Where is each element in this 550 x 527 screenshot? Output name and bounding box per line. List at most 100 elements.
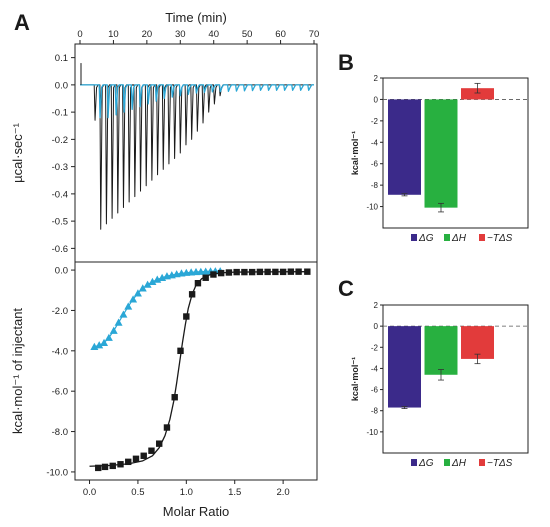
isotherm-x-tick-label: 2.0 — [277, 487, 290, 498]
isotherm-black-point — [183, 313, 190, 320]
legend-swatch-dG — [411, 459, 417, 466]
bar-y-tick-label: -2 — [371, 117, 379, 126]
bar-y-tick-label: -10 — [366, 428, 378, 437]
legend-label-TdS: −TΔS — [487, 458, 513, 469]
isotherm-black-point — [272, 268, 279, 276]
isotherm-black-fit-line — [89, 271, 308, 467]
legend-label-dH: ΔH — [451, 233, 467, 244]
isotherm-blue-point — [133, 289, 142, 297]
isotherm-black-point — [287, 268, 295, 275]
thermogram-x-tick-label: 60 — [275, 29, 286, 40]
isotherm-y-tick-label: -8.0 — [52, 427, 68, 438]
isotherm-frame — [74, 261, 318, 481]
bar-TdS — [461, 326, 494, 359]
bar-y-tick-label: -10 — [366, 203, 378, 212]
isotherm-black-point — [217, 269, 225, 277]
thermogram-y-tick-label: -0.1 — [52, 108, 68, 119]
bar-TdS — [461, 88, 494, 100]
isotherm-black-point — [156, 440, 163, 447]
legend-label-dG: ΔG — [418, 458, 434, 469]
legend-swatch-TdS — [479, 459, 485, 466]
bar-y-tick-label: -4 — [371, 364, 379, 373]
isotherm-y-tick-label: 0.0 — [55, 266, 68, 277]
thermogram-ticks: 0 10 20 30 40 50 60 70 0.1 0.0 -0.1 -0.2 -0.3 -0.4 -0.… — [52, 29, 320, 255]
isotherm-black-point — [177, 347, 184, 355]
isotherm-blue-point — [119, 310, 128, 318]
thermogram-y-tick-label: -0.3 — [52, 162, 68, 173]
legend-swatch-TdS — [479, 234, 485, 241]
isotherm-black-point — [241, 268, 248, 276]
legend-label-dH: ΔH — [451, 458, 467, 469]
bar-y-tick-label: -8 — [371, 181, 379, 190]
thermogram-x-axis-title: Time (min) — [165, 10, 227, 25]
isotherm-black-point — [132, 455, 140, 463]
isotherm-black-point — [163, 424, 171, 431]
isotherm-x-tick-label: 1.5 — [228, 487, 241, 498]
isotherm-black-point — [140, 452, 147, 459]
thermogram-x-tick-label: 0 — [77, 29, 82, 40]
isotherm-blue-point — [153, 275, 162, 283]
thermogram-x-tick-label: 40 — [208, 29, 219, 40]
legend-label-TdS: −TΔS — [487, 233, 513, 244]
isotherm-x-tick-label: 0.0 — [83, 487, 96, 498]
isotherm-black-point — [295, 268, 302, 275]
thermogram-y-tick-label: -0.2 — [52, 135, 68, 146]
bar-dH — [424, 99, 458, 208]
thermogram-y-axis-title: µcal·sec⁻¹ — [10, 122, 25, 183]
isotherm-blue-point — [100, 338, 109, 346]
legend-swatch-dH — [444, 234, 450, 241]
thermogram-x-tick-label: 50 — [242, 29, 253, 40]
thermogram-y-tick-label: -0.5 — [52, 217, 68, 228]
thermodynamics-bar-chart-c: 2 0 -2 -4 -6 -8 -10 kcal·mol⁻¹ ΔG ΔH −TΔS — [350, 301, 529, 469]
isotherm-blue-point — [148, 277, 157, 285]
isotherm-x-tick-label: 1.0 — [180, 487, 193, 498]
isotherm-blue-point — [114, 318, 123, 326]
thermogram-series-black — [80, 84, 314, 230]
thermogram-x-tick-label: 10 — [108, 29, 119, 40]
bar-y-tick-label: -6 — [371, 160, 379, 169]
thermogram-x-tick-label: 20 — [142, 29, 153, 40]
bar-y-tick-label: 2 — [374, 74, 379, 83]
isotherm-blue-point — [129, 295, 138, 303]
isotherm-y-tick-label: -4.0 — [52, 346, 68, 357]
bar-chart-c-legend: ΔG ΔH −TΔS — [411, 458, 513, 469]
bar-y-tick-label: -4 — [371, 138, 379, 147]
thermogram-series — [80, 63, 314, 230]
panel-letter-a: A — [14, 10, 30, 35]
bar-chart-b-bars — [383, 82, 528, 213]
isotherm-black-point — [225, 269, 233, 276]
isotherm-black-point — [117, 461, 124, 468]
isotherm-ticks: 0.0 0.5 1.0 1.5 2.0 0.0 -2.0 -4.0 -6.0 -8.0 -10.0 — [46, 266, 289, 498]
thermogram-y-tick-label: 0.1 — [55, 53, 68, 64]
isotherm-black-point — [125, 458, 132, 466]
isotherm-blue-point — [109, 326, 118, 334]
bar-y-tick-label: 0 — [374, 322, 379, 331]
isotherm-y-tick-label: -6.0 — [52, 387, 68, 398]
thermogram-y-tick-label: 0.0 — [55, 80, 68, 91]
isotherm-black-point — [256, 268, 264, 276]
isotherm-black-point — [194, 279, 202, 287]
bar-y-tick-label: -6 — [371, 386, 379, 395]
isotherm-x-tick-label: 0.5 — [131, 487, 144, 498]
bar-y-tick-label: 0 — [374, 95, 379, 104]
thermogram-series-blue — [80, 84, 314, 119]
bar-chart-c-ticks: 2 0 -2 -4 -6 -8 -10 — [366, 301, 383, 437]
isotherm-black-point — [202, 274, 209, 281]
isotherm-blue-point — [104, 333, 113, 341]
thermodynamics-bar-chart-b: 2 0 -2 -4 -6 -8 -10 kcal·mol⁻¹ ΔG ΔH −TΔS — [350, 74, 529, 244]
bar-dG — [388, 99, 421, 195]
bar-dG — [388, 326, 421, 408]
isotherm-y-tick-label: -10.0 — [46, 467, 68, 478]
isotherm-blue-point — [124, 302, 133, 310]
binding-isotherm-plot: 0.0 0.5 1.0 1.5 2.00.0-2.0-4.0-6.0-8.0-10.0 … — [10, 261, 318, 519]
isotherm-black-point — [109, 462, 116, 470]
bar-y-tick-label: -2 — [371, 343, 379, 352]
bar-y-tick-label: 2 — [374, 301, 379, 310]
isotherm-black-point — [188, 291, 196, 298]
thermogram-x-tick-label: 30 — [175, 29, 186, 40]
thermogram-plot: 0 10 20 30 40 50 60 70 0.1 0.0 -0.1 -0.2 -0.3 -0.4 -0.… — [10, 10, 320, 263]
panel-letter-b: B — [338, 50, 354, 75]
isotherm-y-tick-label: -2.0 — [52, 306, 68, 317]
bar-chart-c-y-axis-title: kcal·mol⁻¹ — [350, 357, 360, 401]
bar-chart-b-ticks: 2 0 -2 -4 -6 -8 -10 — [366, 74, 383, 212]
